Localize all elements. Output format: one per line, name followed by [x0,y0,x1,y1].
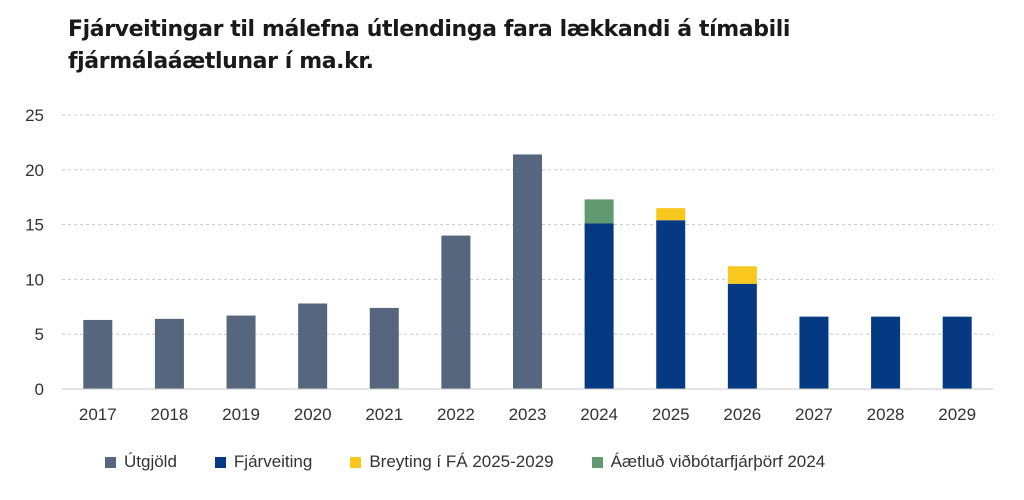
bar-segment [154,318,184,389]
legend-label: Fjárveiting [233,452,313,471]
x-tick-label: 2028 [867,405,905,424]
x-tick-label: 2029 [938,405,976,424]
grid-lines [62,114,993,335]
legend-item: Áætluð viðbótarfjárþörf 2024 [591,452,826,472]
bar-segment [799,316,829,389]
x-tick-label: 2021 [365,405,403,424]
y-tick-label: 5 [35,325,44,344]
legend-swatch [350,456,362,468]
bars [83,154,972,389]
x-tick-label: 2020 [294,405,332,424]
legend-label: Útgjöld [124,452,177,471]
bar-segment [656,220,686,389]
bar-segment [942,316,972,389]
x-tick-label: 2017 [79,405,117,424]
x-tick-label: 2019 [222,405,260,424]
legend-label: Breyting í FÁ 2025-2029 [369,452,554,471]
y-tick-label: 15 [25,216,44,235]
bar-segment [584,199,614,224]
x-tick-label: 2022 [437,405,475,424]
x-tick-label: 2018 [151,405,189,424]
bar-segment [656,208,686,221]
y-axis-ticks: 0 5 10 15 20 25 [25,106,44,399]
legend-item: Útgjöld [105,452,177,472]
x-tick-label: 2025 [652,405,690,424]
legend-item: Breyting í FÁ 2025-2029 [350,452,554,472]
legend-label: Áætluð viðbótarfjárþörf 2024 [610,452,826,471]
legend: Útgjöld Fjárveiting Breyting í FÁ 2025-202… [105,452,863,472]
bar-segment [226,315,256,389]
x-tick-label: 2027 [795,405,833,424]
y-tick-label: 0 [35,380,44,399]
x-axis-ticks: 2017 2018 2019 2020 2021 2022 2023 2024 2025 2026… [79,405,976,424]
bar-segment [727,266,757,284]
legend-swatch [214,456,226,468]
legend-swatch [591,456,603,468]
bar-segment [441,235,471,389]
legend-item: Fjárveiting [214,452,313,472]
y-tick-label: 10 [25,270,44,289]
x-tick-label: 2024 [580,405,618,424]
bar-segment [727,283,757,389]
chart-title: Fjárveitingar til málefna útlendinga far… [68,17,791,74]
x-tick-label: 2026 [723,405,761,424]
bar-segment [298,303,328,389]
y-tick-label: 25 [25,106,44,125]
y-tick-label: 20 [25,161,44,180]
bar-segment [584,223,614,389]
bar-segment [513,154,542,389]
legend-swatch [105,456,116,468]
bar-segment [369,307,399,389]
x-tick-label: 2023 [509,405,547,424]
bar-segment [83,319,113,389]
bar-segment [871,316,901,389]
